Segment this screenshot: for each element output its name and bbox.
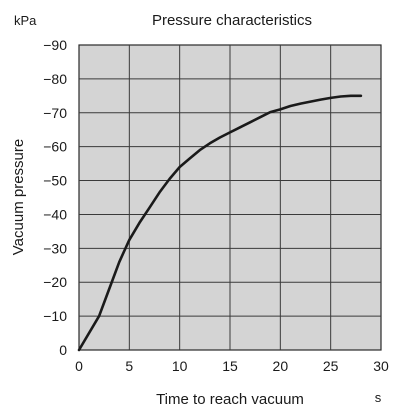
y-tick-label: −30 — [43, 240, 67, 256]
x-tick-label: 15 — [222, 358, 238, 374]
x-tick-label: 20 — [273, 358, 289, 374]
pressure-curve — [77, 94, 363, 352]
y-tick-label: −10 — [43, 308, 67, 324]
x-tick-label: 0 — [75, 358, 83, 374]
y-unit-label: kPa — [14, 13, 37, 28]
y-tick-label: −60 — [43, 139, 67, 155]
y-tick-label: −40 — [43, 206, 67, 222]
x-tick-label: 30 — [373, 358, 389, 374]
y-tick-labels: 0 −10 −20 −30 −40 −50 −60 −70 −80 −90 — [43, 37, 67, 358]
grid-lines — [79, 45, 381, 350]
y-tick-label: −80 — [43, 71, 67, 87]
y-tick-label: −50 — [43, 173, 67, 189]
y-tick-label: −70 — [43, 105, 67, 121]
x-axis-label: Time to reach vacuum — [156, 391, 304, 408]
x-tick-label: 25 — [323, 358, 339, 374]
x-tick-label: 5 — [125, 358, 133, 374]
x-tick-labels: 0 5 10 15 20 25 30 — [75, 358, 389, 374]
chart-title: Pressure characteristics — [152, 12, 312, 29]
y-tick-label: 0 — [59, 342, 67, 358]
y-tick-label: −20 — [43, 274, 67, 290]
y-tick-label: −90 — [43, 37, 67, 53]
x-unit-label: s — [375, 390, 382, 405]
y-axis-label: Vacuum pressure — [10, 139, 27, 255]
x-tick-label: 10 — [172, 358, 188, 374]
